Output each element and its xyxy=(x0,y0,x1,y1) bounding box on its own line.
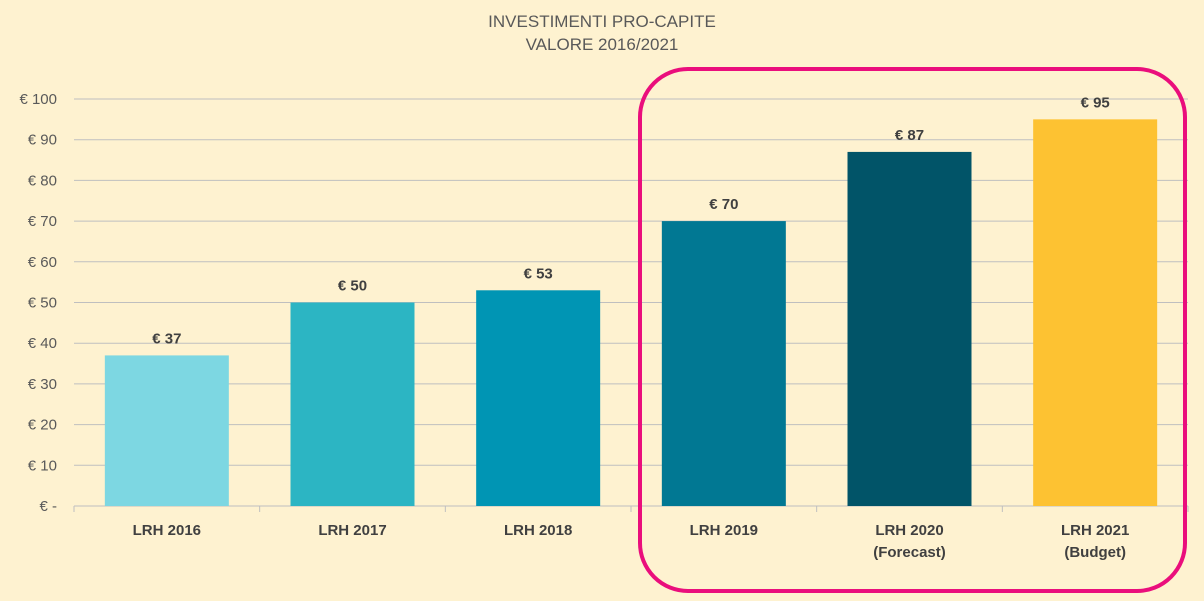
y-tick-label: € 90 xyxy=(28,132,57,149)
x-tick-label: LRH 2016 xyxy=(133,522,201,539)
data-label: € 95 xyxy=(1081,94,1110,111)
y-tick-label: € 70 xyxy=(28,213,57,230)
y-tick-label: € 20 xyxy=(28,417,57,434)
y-tick-label: € 40 xyxy=(28,335,57,352)
y-tick-label: € 100 xyxy=(19,91,57,108)
bar xyxy=(290,302,415,506)
x-tick-label: LRH 2019 xyxy=(690,522,758,539)
data-label: € 37 xyxy=(152,330,181,347)
bar xyxy=(661,221,786,506)
x-tick-label: LRH 2021 xyxy=(1061,522,1129,539)
chart-title: INVESTIMENTI PRO-CAPITE VALORE 2016/2021 xyxy=(0,10,1204,56)
x-tick-label: LRH 2020 xyxy=(875,522,943,539)
chart-title-line-1: INVESTIMENTI PRO-CAPITE xyxy=(488,12,716,31)
y-tick-label: € 80 xyxy=(28,172,57,189)
x-tick-label: LRH 2017 xyxy=(318,522,386,539)
bar xyxy=(104,355,229,506)
x-tick-label: (Budget) xyxy=(1064,544,1126,561)
y-tick-label: € - xyxy=(39,498,57,515)
bar xyxy=(1033,119,1158,506)
y-tick-label: € 30 xyxy=(28,376,57,393)
bar xyxy=(476,290,601,506)
data-label: € 70 xyxy=(709,196,738,213)
y-tick-label: € 60 xyxy=(28,254,57,271)
highlight-frame xyxy=(638,67,1187,593)
data-label: € 50 xyxy=(338,278,367,295)
x-tick-label: (Forecast) xyxy=(873,544,946,561)
data-label: € 53 xyxy=(524,265,553,282)
bar xyxy=(847,151,972,506)
chart-title-line-2: VALORE 2016/2021 xyxy=(525,35,679,54)
data-label: € 87 xyxy=(895,127,924,144)
y-tick-label: € 50 xyxy=(28,295,57,312)
x-tick-label: LRH 2018 xyxy=(504,522,572,539)
y-tick-label: € 10 xyxy=(28,457,57,474)
